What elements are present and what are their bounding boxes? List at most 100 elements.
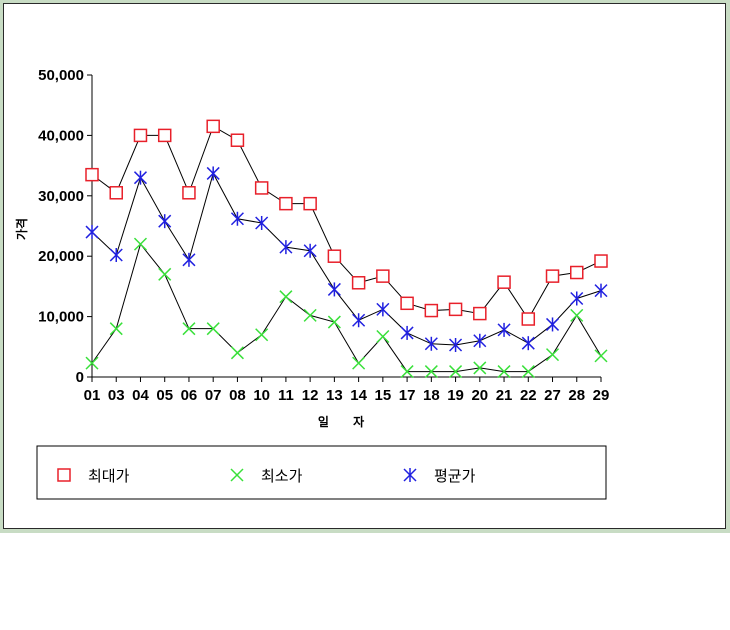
data-point: [279, 196, 293, 211]
data-point: [303, 308, 317, 322]
data-point: [473, 361, 487, 375]
data-point: [303, 243, 317, 258]
data-point: [521, 312, 536, 326]
x-tick-label: 03: [108, 387, 125, 404]
x-tick-label: 28: [568, 387, 585, 404]
data-point: [351, 276, 366, 290]
data-point: [230, 211, 244, 226]
data-point: [206, 119, 220, 134]
data-point: [327, 282, 341, 297]
data-point: [376, 330, 390, 344]
data-point: [521, 365, 535, 379]
data-point: [109, 186, 123, 200]
data-point: [133, 128, 148, 143]
y-tick-label: 10,000: [38, 309, 84, 326]
data-point: [497, 275, 511, 289]
data-point: [545, 348, 560, 362]
x-tick-label: 11: [278, 387, 294, 404]
data-point: [424, 336, 438, 351]
x-tick-label: 10: [253, 387, 270, 404]
y-tick-label: 30,000: [38, 188, 84, 205]
data-point: [230, 346, 244, 360]
x-tick-label: 21: [496, 387, 513, 404]
data-point: [400, 365, 414, 379]
legend-label: 평균가: [434, 467, 476, 485]
x-tick-label: 15: [375, 387, 392, 404]
series-3: [85, 166, 608, 352]
x-axis-label: 일 자: [318, 414, 374, 429]
data-point: [545, 317, 560, 332]
data-point: [255, 215, 269, 230]
data-point: [570, 308, 584, 322]
data-point: [594, 349, 608, 363]
legend-item: 최소가: [230, 467, 303, 485]
legend-box: [36, 445, 607, 500]
data-point: [206, 166, 220, 181]
series-2: [85, 237, 608, 379]
data-point: [352, 313, 366, 328]
series-line: [91, 172, 602, 346]
legend-label: 최소가: [261, 467, 303, 485]
data-point: [497, 322, 511, 337]
data-point: [182, 186, 196, 200]
data-point: [424, 303, 439, 318]
y-axis-label: 가격: [14, 218, 29, 240]
data-point: [182, 252, 196, 267]
series-line: [91, 243, 602, 373]
data-point: [376, 269, 390, 283]
data-point: [570, 291, 584, 306]
x-tick-label: 12: [302, 387, 319, 404]
data-point: [158, 267, 172, 281]
x-tick-label: 08: [229, 387, 246, 404]
x-tick-label: 06: [181, 387, 198, 404]
x-tick-label: 13: [326, 387, 343, 404]
data-point: [400, 296, 414, 311]
data-point: [594, 254, 608, 268]
data-point: [158, 214, 172, 229]
x-tick-label: 01: [84, 387, 101, 404]
data-point: [327, 249, 342, 263]
y-tick-label: 20,000: [38, 248, 84, 265]
plot-area: [85, 119, 608, 379]
data-point: [157, 128, 172, 143]
legend-item: 최대가: [57, 467, 130, 485]
data-point: [279, 240, 293, 255]
data-point: [85, 167, 99, 182]
axes: [91, 75, 601, 378]
data-point: [230, 133, 245, 147]
data-point: [400, 325, 414, 340]
data-point: [85, 225, 99, 240]
data-point: [521, 336, 535, 351]
y-tick-label: 0: [76, 369, 84, 386]
x-tick-label: 27: [544, 387, 561, 404]
data-point: [109, 322, 123, 336]
y-ticks: 0 10,000 20,000 30,000 40,000 50,000: [38, 67, 92, 386]
data-point: [449, 365, 463, 379]
legend-label: 최대가: [88, 467, 130, 485]
data-point: [473, 333, 487, 348]
x-tick-label: 17: [399, 387, 416, 404]
x-tick-label: 18: [423, 387, 440, 404]
data-point: [594, 283, 608, 298]
x-tick-label: 19: [447, 387, 464, 404]
x-tick-label: 29: [593, 387, 610, 404]
x-tick-label: 22: [520, 387, 537, 404]
data-point: [133, 237, 148, 251]
data-point: [424, 365, 438, 379]
x-tick-label: 07: [205, 387, 222, 404]
data-point: [327, 315, 341, 329]
legend-marker: [230, 468, 244, 482]
x-tick-label: 04: [132, 387, 149, 404]
data-point: [497, 365, 511, 379]
x-tick-label: 05: [156, 387, 173, 404]
data-point: [376, 302, 390, 317]
data-point: [352, 356, 366, 370]
data-point: [255, 328, 269, 342]
data-point: [449, 337, 463, 352]
data-point: [206, 322, 220, 336]
x-tick-label: 20: [471, 387, 488, 404]
legend-marker: [403, 468, 417, 482]
data-point: [279, 290, 293, 304]
data-point: [85, 356, 99, 370]
